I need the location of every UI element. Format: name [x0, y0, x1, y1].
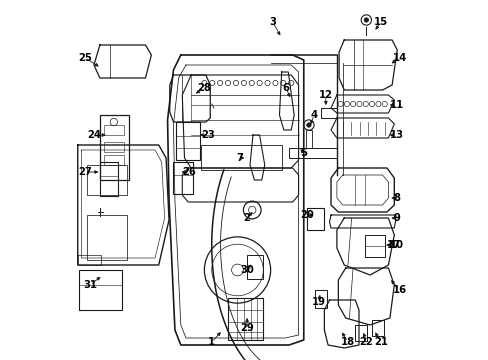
Bar: [176, 122, 200, 160]
Bar: [86, 165, 127, 195]
Bar: [288, 148, 336, 158]
Bar: [100, 162, 117, 196]
Text: 23: 23: [201, 130, 215, 140]
Text: 26: 26: [183, 167, 196, 177]
Bar: [79, 270, 122, 310]
Text: 24: 24: [87, 130, 101, 140]
Text: 6: 6: [282, 83, 289, 93]
Text: 3: 3: [269, 17, 276, 27]
Text: 21: 21: [373, 337, 387, 347]
Bar: [103, 155, 124, 165]
Text: 28: 28: [197, 83, 211, 93]
Bar: [371, 320, 383, 336]
Bar: [86, 215, 127, 260]
Bar: [173, 162, 192, 194]
Bar: [227, 298, 263, 340]
Text: 1: 1: [208, 337, 215, 347]
Text: 16: 16: [391, 285, 406, 295]
Text: 7: 7: [236, 153, 243, 163]
Text: 29: 29: [240, 323, 253, 333]
Bar: [103, 142, 124, 152]
Text: 18: 18: [340, 337, 354, 347]
Text: 22: 22: [359, 337, 372, 347]
Bar: [100, 115, 129, 180]
Circle shape: [364, 18, 368, 22]
Text: 30: 30: [240, 265, 253, 275]
Bar: [305, 130, 311, 148]
Text: 10: 10: [389, 240, 403, 250]
Text: 17: 17: [386, 240, 400, 250]
Text: 20: 20: [300, 210, 314, 220]
Bar: [355, 325, 366, 341]
Bar: [103, 125, 124, 135]
Bar: [246, 255, 263, 279]
Circle shape: [306, 123, 310, 127]
Text: 25: 25: [78, 53, 92, 63]
Text: 4: 4: [310, 110, 317, 120]
Bar: [364, 235, 385, 257]
Text: 27: 27: [78, 167, 92, 177]
Text: 14: 14: [391, 53, 406, 63]
Text: 5: 5: [300, 148, 306, 158]
Text: 31: 31: [83, 280, 97, 290]
Bar: [200, 145, 281, 170]
Text: 11: 11: [388, 100, 403, 110]
Text: 2: 2: [243, 213, 250, 223]
Text: 13: 13: [389, 130, 403, 140]
Text: 8: 8: [392, 193, 399, 203]
Text: 12: 12: [318, 90, 332, 100]
Text: 19: 19: [311, 297, 325, 307]
Bar: [314, 290, 326, 308]
Text: 9: 9: [392, 213, 399, 223]
Text: 15: 15: [373, 17, 387, 27]
Bar: [307, 208, 323, 230]
